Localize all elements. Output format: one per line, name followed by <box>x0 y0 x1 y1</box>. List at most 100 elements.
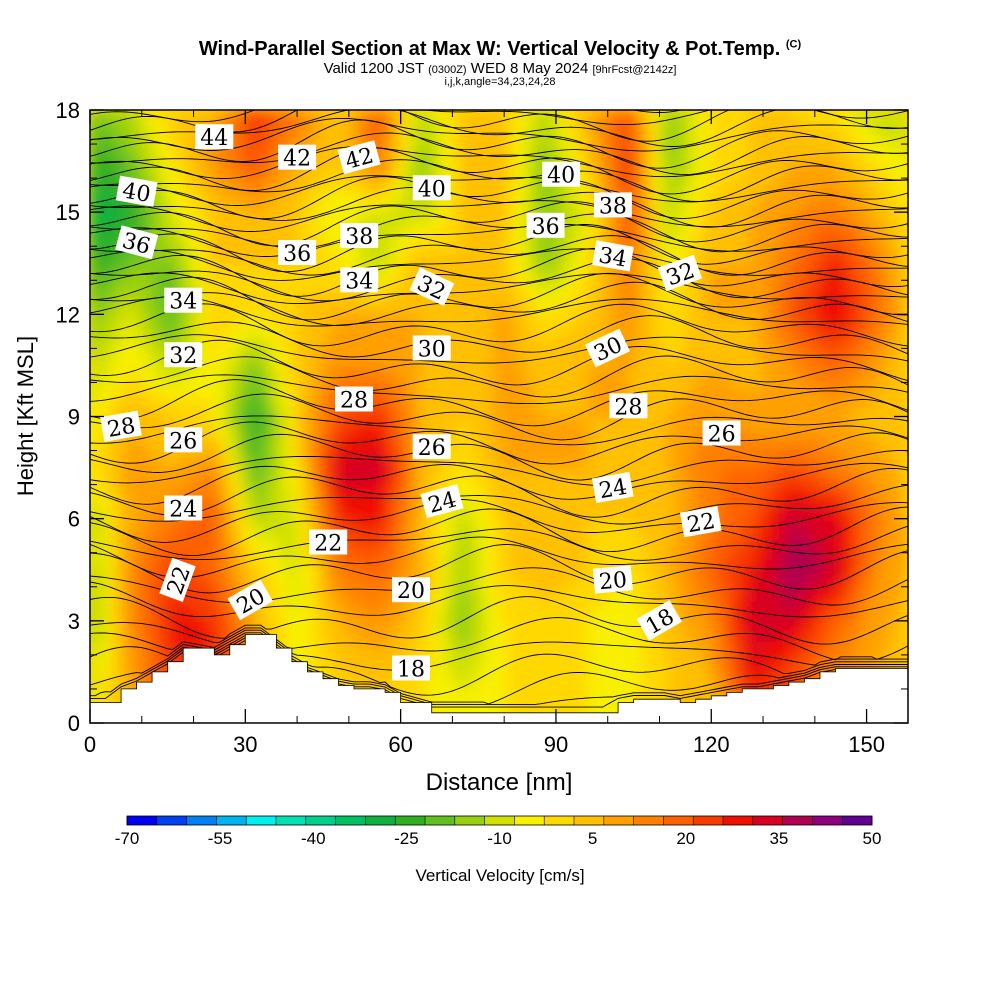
velocity-cell <box>486 416 495 428</box>
velocity-cell <box>850 518 858 530</box>
velocity-cell <box>695 610 704 622</box>
velocity-cell <box>675 630 683 642</box>
velocity-cell <box>708 497 717 510</box>
velocity-cell <box>796 467 805 479</box>
velocity-cell <box>493 650 502 663</box>
velocity-cell <box>251 446 259 459</box>
velocity-cell <box>547 559 556 571</box>
velocity-cell <box>520 569 529 581</box>
velocity-cell <box>217 579 226 591</box>
velocity-cell <box>331 610 340 622</box>
velocity-cell <box>796 579 805 591</box>
velocity-cell <box>547 579 556 591</box>
velocity-cell <box>836 620 845 632</box>
velocity-cell <box>183 456 192 469</box>
velocity-cell <box>775 446 784 459</box>
velocity-cell <box>897 467 906 479</box>
velocity-cell <box>843 640 852 653</box>
velocity-cell <box>426 599 434 612</box>
velocity-cell <box>331 518 340 530</box>
velocity-cell <box>708 671 717 683</box>
velocity-cell <box>217 610 226 622</box>
velocity-cell <box>701 538 710 551</box>
velocity-cell <box>156 456 165 469</box>
velocity-cell <box>775 487 784 499</box>
velocity-cell <box>540 559 549 571</box>
velocity-cell <box>823 497 832 510</box>
velocity-cell <box>506 681 515 694</box>
velocity-cell <box>567 467 576 479</box>
velocity-cell <box>486 691 495 704</box>
velocity-cell <box>601 436 609 448</box>
velocity-cell <box>237 548 246 561</box>
velocity-cell <box>553 446 562 459</box>
velocity-cell <box>520 630 529 642</box>
velocity-cell <box>197 620 206 632</box>
velocity-cell <box>654 528 663 540</box>
velocity-cell <box>479 507 488 520</box>
velocity-cell <box>163 477 172 489</box>
velocity-cell <box>695 477 704 489</box>
velocity-cell <box>890 497 899 510</box>
velocity-cell <box>701 487 710 499</box>
velocity-cell <box>560 538 569 551</box>
velocity-cell <box>284 589 293 602</box>
velocity-cell <box>473 538 482 551</box>
velocity-cell <box>661 426 670 438</box>
velocity-cell <box>197 518 206 530</box>
velocity-cell <box>96 426 105 438</box>
velocity-cell <box>836 487 845 499</box>
velocity-cell <box>244 405 253 418</box>
velocity-cell <box>405 446 414 459</box>
velocity-cell <box>264 497 273 510</box>
velocity-cell <box>856 579 865 591</box>
velocity-cell <box>257 610 266 622</box>
velocity-cell <box>580 610 589 622</box>
velocity-cell <box>358 426 367 438</box>
velocity-cell <box>466 691 475 704</box>
velocity-cell <box>890 630 899 642</box>
velocity-cell <box>466 579 475 591</box>
velocity-cell <box>560 569 569 581</box>
velocity-cell <box>183 630 192 642</box>
velocity-cell <box>627 650 636 663</box>
velocity-cell <box>587 630 596 642</box>
valid-time-line: Valid 1200 JST (0300Z) WED 8 May 2024 [9… <box>0 60 1000 77</box>
velocity-cell <box>816 426 825 438</box>
velocity-cell <box>903 548 908 561</box>
velocity-cell <box>648 467 657 479</box>
velocity-cell <box>715 456 724 469</box>
velocity-cell <box>816 446 825 459</box>
velocity-cell <box>762 671 771 683</box>
velocity-cell <box>641 467 650 479</box>
velocity-cell <box>109 620 118 632</box>
velocity-cell <box>749 436 758 448</box>
velocity-cell <box>338 477 347 489</box>
velocity-cell <box>466 538 475 551</box>
velocity-cell <box>553 559 562 571</box>
velocity-cell <box>897 559 906 571</box>
velocity-cell <box>607 426 616 438</box>
velocity-cell <box>419 416 428 428</box>
section-indices: i,j,k,angle=34,23,24,28 <box>444 76 556 88</box>
velocity-cell <box>365 630 374 642</box>
velocity-cell <box>903 528 908 540</box>
velocity-cell <box>271 446 280 459</box>
velocity-cell <box>876 620 885 632</box>
velocity-cell <box>116 538 125 551</box>
velocity-cell <box>574 436 583 448</box>
velocity-cell <box>654 650 663 663</box>
velocity-cell <box>318 405 327 418</box>
velocity-cell <box>661 630 670 642</box>
velocity-cell <box>150 559 159 571</box>
velocity-cell <box>809 671 818 683</box>
velocity-cell <box>291 416 300 428</box>
velocity-cell <box>102 630 111 642</box>
velocity-cell <box>466 589 475 602</box>
velocity-cell <box>850 589 858 602</box>
velocity-cell <box>648 518 657 530</box>
velocity-cell <box>816 589 825 602</box>
velocity-cell <box>284 569 293 581</box>
velocity-cell <box>587 528 596 540</box>
velocity-cell <box>708 579 717 591</box>
